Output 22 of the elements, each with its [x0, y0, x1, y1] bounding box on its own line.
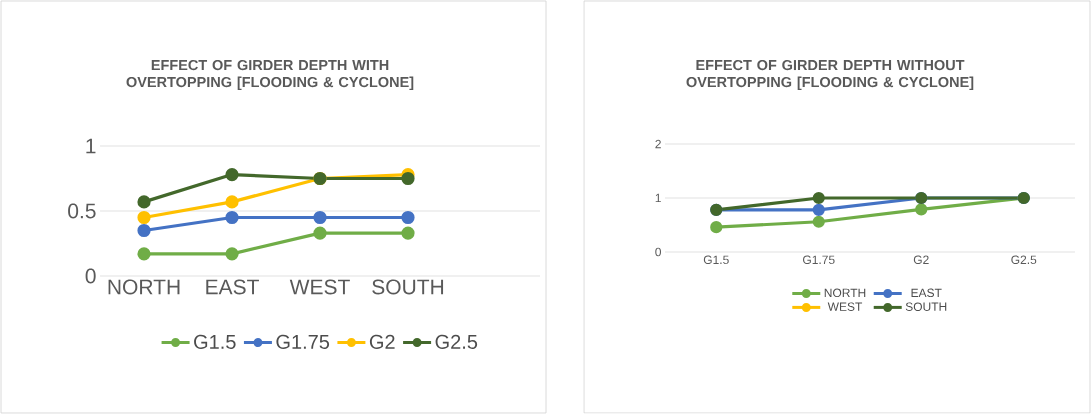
x-tick-label: G1.75	[803, 255, 835, 265]
y-tick-label: 2	[655, 139, 661, 149]
x-tick-label: EAST	[206, 279, 259, 295]
y-tick-label: 1	[655, 193, 661, 203]
legend-label: G2	[369, 334, 395, 349]
legend-label: G1.5	[194, 334, 236, 349]
y-tick-label: 1	[86, 138, 96, 154]
legend-label: G2.5	[435, 334, 478, 349]
y-tick-label: 0	[85, 268, 96, 284]
x-tick-label: G2	[913, 255, 929, 265]
x-tick-label: WEST	[289, 279, 350, 295]
x-tick-label: NORTH	[108, 279, 180, 295]
chart-title: EFFECT OF GIRDER DEPTH WITHOUT OVERTOPPING [FLOODING & CYCLONE]	[686, 59, 974, 91]
y-tick-label: 0.5	[68, 203, 96, 219]
x-tick-label: G2.5	[1011, 255, 1037, 265]
legend-label: G1.75	[276, 334, 330, 349]
x-tick-label: G1.5	[703, 255, 729, 265]
chart-title: EFFECT OF GIRDER DEPTH WITH OVERTOPPING [FLOODING & CYCLONE]	[126, 59, 414, 91]
legend-label: WEST	[827, 302, 863, 311]
legend-label: SOUTH	[905, 302, 947, 311]
y-tick-label: 0	[655, 247, 662, 257]
x-tick-label: SOUTH	[372, 279, 444, 295]
